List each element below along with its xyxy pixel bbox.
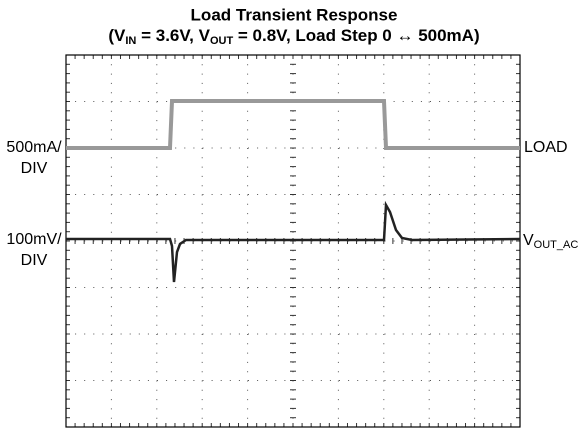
subtitle-part: (V bbox=[108, 26, 126, 45]
left-label: DIV bbox=[21, 252, 48, 269]
subtitle: (VIN = 3.6V, VOUT = 0.8V, Load Step 0 ↔ … bbox=[108, 26, 479, 46]
title: Load Transient Response bbox=[191, 5, 398, 24]
subtitle-part: = 3.6V, V bbox=[136, 26, 210, 45]
left-label: 100mV/ bbox=[6, 231, 62, 248]
vout-trace bbox=[66, 200, 521, 283]
left-label: 500mA/ bbox=[6, 139, 62, 156]
right-label: VOUT_AC bbox=[523, 232, 578, 251]
graticule-frame bbox=[65, 54, 521, 428]
subtitle-sub: IN bbox=[125, 35, 136, 47]
right-label: LOAD bbox=[524, 139, 568, 156]
right-label-sub: OUT_AC bbox=[534, 239, 579, 251]
subtitle-part: = 0.8V, Load Step 0 ↔ 500mA) bbox=[233, 26, 479, 45]
left-label: DIV bbox=[21, 160, 48, 177]
load-trace bbox=[66, 99, 520, 150]
right-label-part: V bbox=[523, 232, 534, 249]
subtitle-sub: OUT bbox=[210, 35, 234, 47]
